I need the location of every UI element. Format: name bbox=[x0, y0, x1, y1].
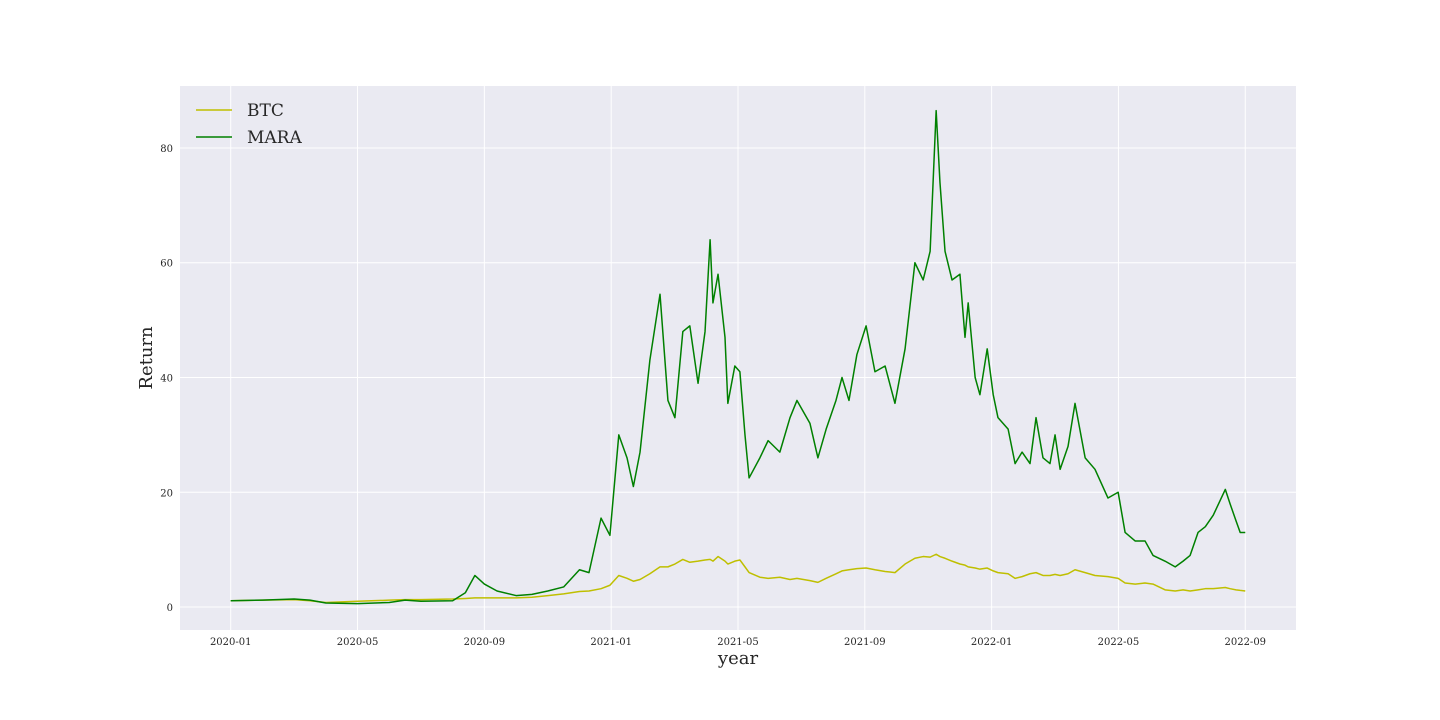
x-axis-label: year bbox=[717, 648, 759, 669]
x-tick-label: 2020-01 bbox=[210, 637, 252, 648]
x-tick-label: 2021-09 bbox=[844, 637, 886, 648]
y-axis-label: Return bbox=[136, 326, 157, 390]
x-tick-label: 2021-05 bbox=[717, 637, 759, 648]
x-tick-label: 2021-01 bbox=[590, 637, 632, 648]
x-tick-label: 2020-05 bbox=[337, 637, 379, 648]
legend-label: MARA bbox=[247, 128, 302, 148]
y-tick-label: 40 bbox=[160, 374, 173, 385]
y-tick-label: 60 bbox=[160, 259, 173, 270]
x-tick-label: 2022-09 bbox=[1224, 637, 1266, 648]
y-tick-label: 80 bbox=[160, 144, 173, 155]
x-tick-label: 2022-05 bbox=[1098, 637, 1140, 648]
x-tick-label: 2022-01 bbox=[971, 637, 1013, 648]
x-tick-label: 2020-09 bbox=[464, 637, 506, 648]
y-tick-label: 20 bbox=[160, 488, 173, 499]
data-line bbox=[230, 109, 1246, 605]
y-tick-label: 0 bbox=[167, 603, 173, 614]
data-line bbox=[230, 553, 1246, 604]
legend-label: BTC bbox=[247, 101, 284, 121]
